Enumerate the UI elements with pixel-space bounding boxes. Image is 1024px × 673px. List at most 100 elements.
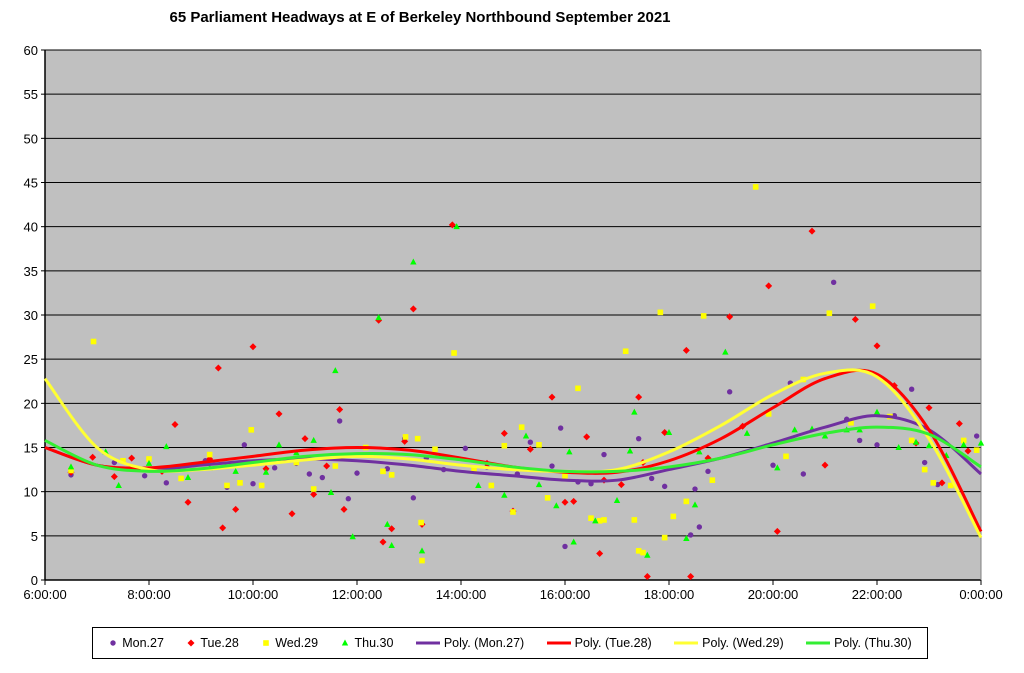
- data-point: [873, 408, 881, 415]
- data-point: [410, 258, 417, 265]
- x-tick-label: 14:00:00: [436, 587, 487, 602]
- data-point: [687, 532, 694, 538]
- data-point: [644, 551, 651, 558]
- y-tick-label: 55: [24, 87, 38, 102]
- trendline: [44, 414, 982, 483]
- data-point: [851, 315, 859, 323]
- data-point: [930, 480, 937, 486]
- legend-label: Thu.30: [354, 636, 394, 650]
- legend: Mon.27 Tue.28 Wed.29 Thu.30 Poly. (Mon.27) Po…: [92, 627, 928, 659]
- data-point: [115, 481, 122, 488]
- data-point: [475, 481, 482, 488]
- data-point: [67, 463, 75, 470]
- data-point: [419, 557, 425, 564]
- y-tick-label: 50: [24, 131, 38, 146]
- legend-item: Thu.30: [340, 636, 393, 650]
- x-tick-label: 8:00:00: [127, 587, 170, 602]
- x-tick-label: 20:00:00: [748, 587, 799, 602]
- data-point: [635, 393, 643, 401]
- data-point: [145, 459, 153, 466]
- data-point: [310, 436, 317, 443]
- y-tick-label: 35: [24, 264, 38, 279]
- data-point: [631, 408, 638, 415]
- data-point: [570, 538, 577, 545]
- y-tick-label: 25: [24, 352, 38, 367]
- y-tick-label: 40: [24, 220, 38, 235]
- data-point: [696, 448, 703, 455]
- legend-item: Poly. (Mon.27): [415, 636, 524, 650]
- data-point: [670, 513, 677, 520]
- data-point: [848, 419, 854, 426]
- data-point: [752, 184, 759, 190]
- legend-swatch: [187, 639, 195, 647]
- data-point: [128, 454, 136, 462]
- data-point: [262, 465, 270, 473]
- trendline: [44, 425, 982, 474]
- data-point: [410, 495, 417, 501]
- data-point: [613, 497, 621, 503]
- legend-swatch: [263, 640, 270, 646]
- data-point: [683, 534, 690, 541]
- legend-item: Wed.29: [261, 636, 318, 650]
- data-point: [617, 481, 625, 489]
- data-point: [219, 524, 227, 532]
- legend-label: Poly. (Thu.30): [834, 636, 912, 650]
- data-point: [310, 486, 317, 492]
- data-point: [800, 471, 807, 477]
- series-wed-29: [68, 184, 980, 564]
- data-point: [626, 447, 634, 454]
- legend-item: Poly. (Thu.30): [806, 636, 912, 650]
- data-point: [938, 479, 946, 487]
- data-point: [432, 446, 438, 453]
- x-tick-label: 10:00:00: [228, 587, 279, 602]
- chart-title: 65 Parliament Headways at E of Berkeley …: [169, 9, 671, 26]
- data-point: [409, 305, 417, 313]
- data-point: [241, 442, 248, 448]
- data-point: [388, 525, 396, 533]
- data-point: [557, 425, 564, 431]
- data-point: [960, 441, 967, 448]
- y-tick-label: 10: [24, 485, 38, 500]
- data-point: [518, 424, 525, 430]
- legend-swatch: [546, 641, 571, 645]
- data-point: [808, 227, 816, 235]
- data-point: [912, 438, 920, 445]
- y-tick-label: 20: [24, 396, 38, 411]
- x-tick-label: 22:00:00: [852, 587, 903, 602]
- data-point: [250, 481, 256, 487]
- x-tick-label: 0:00:00: [959, 587, 1002, 602]
- data-point: [500, 429, 508, 437]
- data-point: [332, 367, 339, 374]
- data-point: [526, 445, 534, 453]
- data-point: [925, 442, 933, 449]
- data-point: [908, 437, 915, 444]
- data-point: [163, 480, 170, 486]
- data-point: [501, 491, 508, 498]
- data-point: [375, 314, 382, 321]
- data-point: [722, 348, 729, 355]
- data-point: [510, 509, 516, 515]
- data-point: [588, 515, 594, 521]
- data-point: [178, 475, 184, 482]
- legend-item: Poly. (Wed.29): [674, 636, 784, 650]
- data-point: [327, 489, 335, 496]
- data-point: [575, 385, 581, 392]
- data-point: [306, 471, 313, 477]
- data-point: [527, 439, 534, 445]
- legend-item: Poly. (Tue.28): [546, 636, 652, 650]
- data-point: [743, 429, 751, 436]
- data-point: [705, 468, 711, 475]
- data-point: [535, 481, 543, 488]
- data-point: [869, 303, 876, 309]
- data-point: [821, 432, 829, 439]
- data-point: [821, 461, 829, 469]
- data-point: [977, 439, 985, 446]
- data-point: [488, 482, 495, 489]
- data-point: [770, 462, 776, 468]
- data-point: [379, 538, 387, 546]
- data-point: [549, 463, 555, 469]
- data-point: [657, 309, 664, 316]
- data-point: [501, 442, 508, 449]
- data-point: [354, 470, 360, 476]
